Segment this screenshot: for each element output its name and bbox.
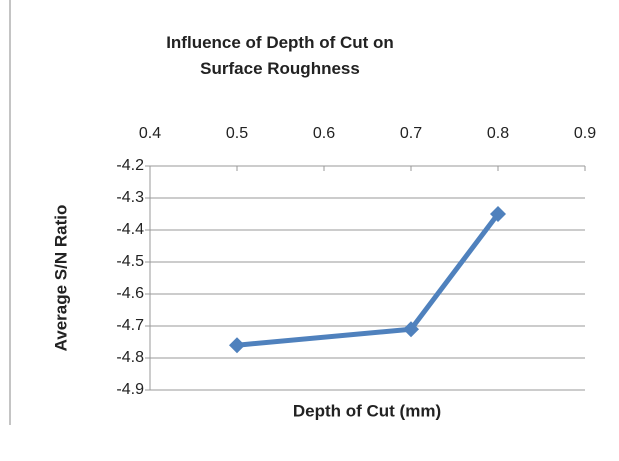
data-point: [490, 206, 506, 222]
y-axis-label: Average S/N Ratio: [51, 205, 70, 352]
x-tick-label: 0.6: [313, 125, 335, 142]
y-tick-label: -4.4: [116, 221, 144, 238]
x-tick-label: 0.9: [574, 125, 596, 142]
x-tick-label: 0.5: [226, 125, 248, 142]
chart-title: Influence of Depth of Cut on Surface Rou…: [166, 33, 394, 78]
x-tick-label: 0.7: [400, 125, 422, 142]
x-tick-label: 0.8: [487, 125, 509, 142]
y-tick-label: -4.7: [116, 317, 144, 334]
y-tick-label: -4.9: [116, 381, 144, 398]
y-tick-label: -4.5: [116, 253, 144, 270]
x-axis-label: Depth of Cut (mm): [293, 401, 441, 420]
data-point: [229, 337, 245, 354]
y-tick-label: -4.2: [116, 157, 144, 174]
x-tick-label: 0.4: [139, 125, 161, 142]
y-tick-label: -4.3: [116, 189, 144, 206]
y-tick-label: -4.8: [116, 349, 144, 366]
data-point: [403, 321, 419, 338]
y-tick-label: -4.6: [116, 285, 144, 302]
